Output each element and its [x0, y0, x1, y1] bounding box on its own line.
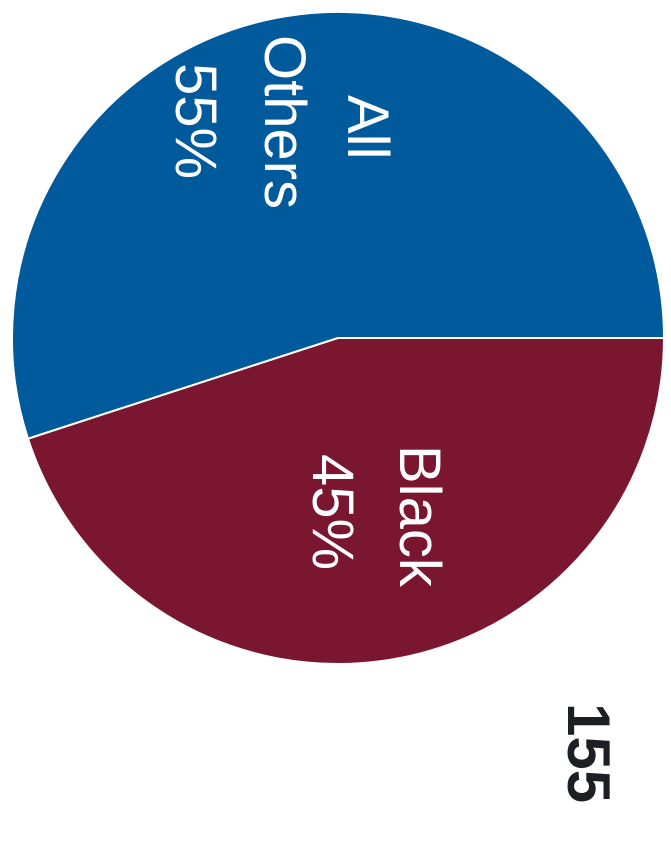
slice-label-black: Black 45%: [300, 445, 452, 588]
slice-label-others-line1: All: [335, 95, 400, 159]
pie-slice-others: [11, 10, 666, 441]
pie-slices: [11, 10, 666, 665]
slice-label-black-percent: 45%: [300, 454, 365, 570]
slice-label-others-percent: 55%: [163, 63, 228, 179]
page-number: 155: [555, 703, 622, 803]
slice-label-black-line1: Black: [387, 445, 452, 588]
pie-slice-black: [26, 337, 666, 665]
slice-label-others: All Others 55%: [163, 35, 400, 209]
slice-label-others-line2: Others: [252, 35, 317, 209]
